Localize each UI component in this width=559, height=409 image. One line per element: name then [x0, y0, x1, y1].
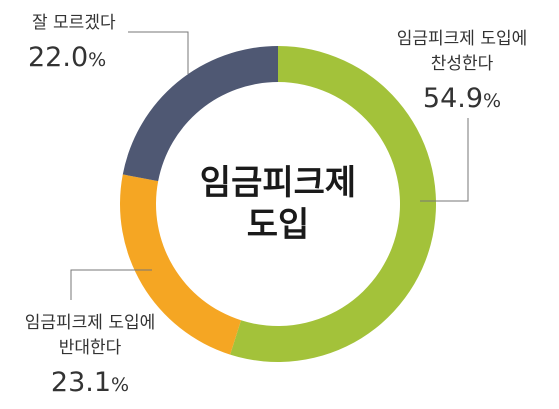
center-title: 임금피크제 도입	[200, 163, 356, 245]
slice-1	[230, 46, 436, 362]
leader-line-2	[70, 269, 152, 300]
slice-3	[122, 46, 278, 182]
center-title-line-2: 도입	[247, 205, 310, 245]
slice-label-3-line-1: 잘 모르겠다	[32, 13, 116, 33]
slice-2	[120, 174, 242, 355]
slice-label-1-line-1: 임금피크제 도입에	[397, 29, 528, 49]
slice-label-2-line-2: 반대한다	[59, 338, 122, 358]
leader-lines	[70, 31, 469, 300]
slice-value-3: 22.0%	[28, 42, 106, 73]
slice-value-2: 23.1%	[51, 367, 129, 398]
slice-value-1: 54.9%	[423, 83, 501, 114]
leader-line-1	[420, 118, 469, 202]
leader-line-3	[128, 31, 189, 74]
slice-label-2-line-1: 임금피크제 도입에	[25, 313, 156, 333]
donut-slices	[120, 46, 436, 362]
center-title-line-1: 임금피크제	[200, 163, 356, 203]
slice-label-1-line-2: 찬성한다	[431, 54, 494, 74]
